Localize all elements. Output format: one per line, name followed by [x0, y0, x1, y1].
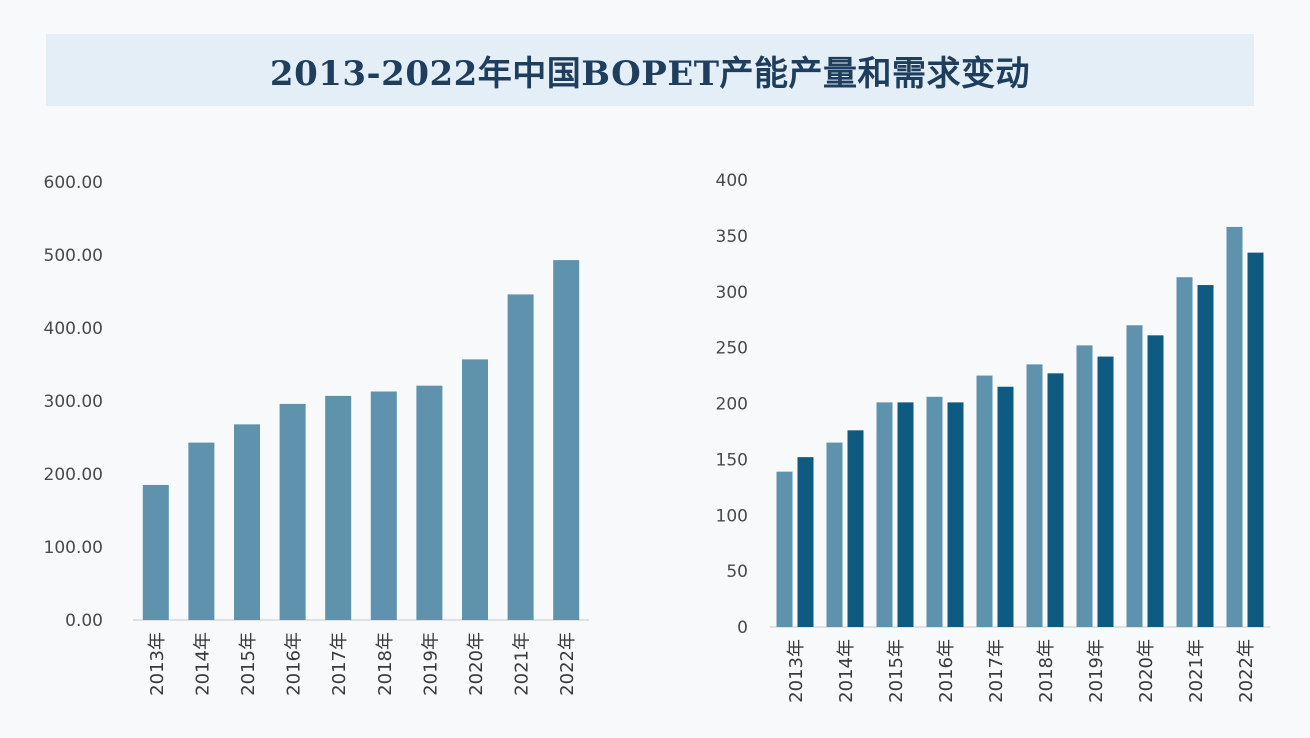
left-bar-s1 [142, 484, 169, 620]
right-category-label: 2013年 [786, 639, 807, 703]
left-category-label: 2019年 [420, 632, 441, 696]
left-bar-s1 [553, 260, 580, 620]
right-bar-s1 [1176, 277, 1193, 627]
right-bar-s1 [826, 442, 843, 627]
right-bar-s2 [1047, 373, 1064, 627]
right-bar-s2 [847, 430, 864, 627]
right-category-label: 2014年 [836, 639, 857, 703]
right-category-label: 2022年 [1236, 639, 1257, 703]
right-y-tick-label: 350 [716, 227, 748, 247]
right-bar-s1 [1076, 345, 1093, 627]
left-bar-s1 [416, 385, 443, 620]
left-y-tick-label: 300.00 [44, 392, 103, 412]
left-category-label: 2021年 [512, 632, 533, 696]
chart-title: 2013-2022年中国BOPET产能产量和需求变动 [269, 53, 1031, 94]
right-category-label: 2015年 [886, 639, 907, 703]
right-bar-s2 [1247, 252, 1264, 627]
left-bar-s1 [370, 391, 397, 620]
right-bar-s2 [1147, 335, 1164, 627]
chart-left: 0.00 100.00 200.00 300.00 400.00 500.00 600.00… [44, 173, 589, 696]
title-banner: 2013-2022年中国BOPET产能产量和需求变动 [46, 34, 1254, 106]
right-bar-s2 [1197, 285, 1214, 627]
right-category-label: 2017年 [986, 639, 1007, 703]
right-bar-s1 [776, 471, 793, 627]
right-bar-s1 [976, 375, 993, 627]
left-category-label: 2020年 [466, 632, 487, 696]
left-bar-s1 [325, 395, 352, 620]
right-category-label: 2019年 [1086, 639, 1107, 703]
right-bar-s1 [1226, 226, 1243, 627]
left-y-tick-label: 200.00 [44, 465, 103, 485]
left-category-label: 2017年 [329, 632, 350, 696]
right-bar-s2 [947, 402, 964, 627]
right-category-label: 2020年 [1136, 639, 1157, 703]
right-y-tick-label: 400 [716, 171, 748, 191]
right-y-tick-label: 50 [726, 562, 748, 582]
left-y-tick-label: 0.00 [65, 611, 103, 631]
right-bar-s1 [1126, 325, 1143, 627]
right-category-label: 2016年 [936, 639, 957, 703]
right-y-tick-label: 150 [716, 450, 748, 470]
left-category-label: 2016年 [284, 632, 305, 696]
left-bar-s1 [462, 359, 488, 620]
left-category-label: 2022年 [557, 632, 578, 696]
left-y-tick-label: 100.00 [44, 538, 103, 558]
left-bar-s1 [507, 294, 534, 620]
right-y-tick-label: 200 [716, 395, 748, 415]
right-bar-s1 [1026, 364, 1043, 627]
right-bar-s1 [926, 396, 943, 627]
left-y-tick-label: 400.00 [44, 319, 103, 339]
right-y-tick-label: 0 [737, 618, 748, 638]
left-category-label: 2014年 [192, 632, 213, 696]
right-bar-s2 [797, 457, 814, 627]
chart-right: 0 50 100 150 200 250 300 350 400 2013年 2014年 2015年 2… [716, 171, 1270, 703]
left-y-tick-label: 500.00 [44, 246, 103, 266]
right-category-label: 2018年 [1036, 639, 1057, 703]
right-category-label: 2021年 [1186, 639, 1207, 703]
right-y-tick-label: 100 [716, 506, 748, 526]
right-y-tick-label: 300 [716, 283, 748, 303]
left-bar-s1 [188, 442, 215, 620]
right-bar-s2 [897, 402, 914, 627]
left-bar-s1 [279, 403, 306, 620]
left-category-label: 2013年 [147, 632, 168, 696]
right-bar-s2 [1097, 356, 1114, 627]
right-bar-s1 [876, 402, 893, 627]
left-bar-s1 [234, 424, 260, 620]
right-y-tick-label: 250 [716, 339, 748, 359]
left-y-tick-label: 600.00 [44, 173, 103, 193]
right-bar-s2 [997, 386, 1014, 627]
left-category-label: 2015年 [238, 632, 259, 696]
left-category-label: 2018年 [375, 632, 396, 696]
